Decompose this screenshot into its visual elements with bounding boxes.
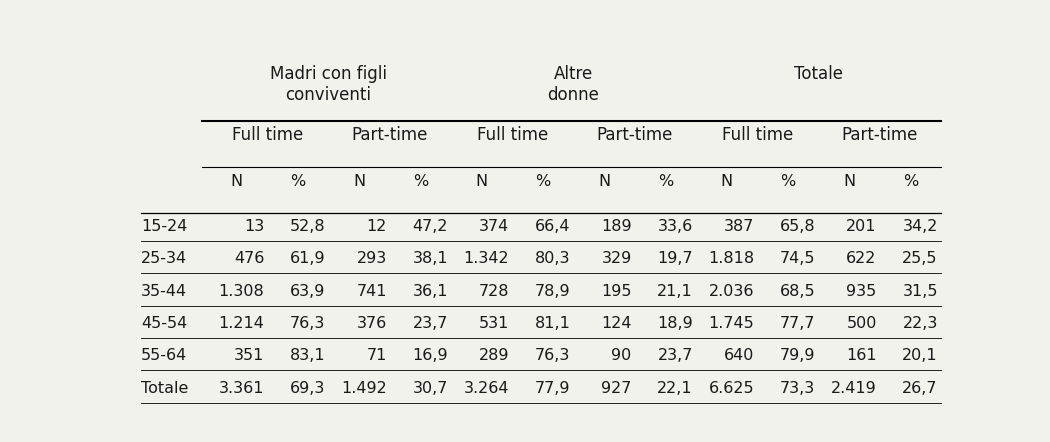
Text: 25,5: 25,5: [902, 251, 938, 267]
Text: 19,7: 19,7: [657, 251, 693, 267]
Text: 1.818: 1.818: [708, 251, 754, 267]
Text: 65,8: 65,8: [780, 219, 816, 234]
Text: 61,9: 61,9: [290, 251, 326, 267]
Text: N: N: [720, 174, 733, 189]
Text: 741: 741: [356, 284, 386, 299]
Text: 90: 90: [611, 348, 632, 363]
Text: 22,1: 22,1: [657, 381, 693, 396]
Text: 293: 293: [357, 251, 386, 267]
Text: 83,1: 83,1: [290, 348, 326, 363]
Text: 124: 124: [602, 316, 632, 331]
Text: 1.308: 1.308: [218, 284, 265, 299]
Text: 329: 329: [602, 251, 632, 267]
Text: N: N: [476, 174, 488, 189]
Text: 18,9: 18,9: [657, 316, 693, 331]
Text: 76,3: 76,3: [536, 348, 570, 363]
Text: Madri con figli
conviventi: Madri con figli conviventi: [270, 65, 387, 104]
Text: 640: 640: [723, 348, 754, 363]
Text: Part-time: Part-time: [841, 126, 918, 144]
Text: 1.492: 1.492: [341, 381, 386, 396]
Text: N: N: [843, 174, 855, 189]
Text: 77,9: 77,9: [534, 381, 570, 396]
Text: 66,4: 66,4: [534, 219, 570, 234]
Text: 26,7: 26,7: [902, 381, 938, 396]
Text: 12: 12: [366, 219, 386, 234]
Text: 927: 927: [602, 381, 632, 396]
Text: 1.342: 1.342: [464, 251, 509, 267]
Text: 189: 189: [601, 219, 632, 234]
Text: 289: 289: [479, 348, 509, 363]
Text: %: %: [780, 174, 796, 189]
Text: Full time: Full time: [477, 126, 548, 144]
Text: %: %: [291, 174, 306, 189]
Text: 55-64: 55-64: [141, 348, 187, 363]
Text: Totale: Totale: [141, 381, 188, 396]
Text: 16,9: 16,9: [413, 348, 448, 363]
Text: 23,7: 23,7: [413, 316, 448, 331]
Text: 45-54: 45-54: [141, 316, 187, 331]
Text: 531: 531: [479, 316, 509, 331]
Text: 201: 201: [846, 219, 877, 234]
Text: 2.419: 2.419: [831, 381, 877, 396]
Text: 622: 622: [846, 251, 877, 267]
Text: 34,2: 34,2: [903, 219, 938, 234]
Text: 935: 935: [846, 284, 877, 299]
Text: 35-44: 35-44: [141, 284, 187, 299]
Text: 1.745: 1.745: [709, 316, 754, 331]
Text: 376: 376: [357, 316, 386, 331]
Text: 80,3: 80,3: [534, 251, 570, 267]
Text: 30,7: 30,7: [413, 381, 448, 396]
Text: 20,1: 20,1: [902, 348, 938, 363]
Text: %: %: [903, 174, 918, 189]
Text: 2.036: 2.036: [709, 284, 754, 299]
Text: 73,3: 73,3: [780, 381, 816, 396]
Text: %: %: [413, 174, 428, 189]
Text: N: N: [353, 174, 365, 189]
Text: 22,3: 22,3: [903, 316, 938, 331]
Text: 351: 351: [234, 348, 265, 363]
Text: 21,1: 21,1: [657, 284, 693, 299]
Text: 63,9: 63,9: [290, 284, 326, 299]
Text: 31,5: 31,5: [902, 284, 938, 299]
Text: 387: 387: [723, 219, 754, 234]
Text: 36,1: 36,1: [413, 284, 448, 299]
Text: 25-34: 25-34: [141, 251, 187, 267]
Text: Totale: Totale: [794, 65, 843, 83]
Text: 38,1: 38,1: [413, 251, 448, 267]
Text: 77,7: 77,7: [780, 316, 816, 331]
Text: %: %: [536, 174, 550, 189]
Text: 47,2: 47,2: [413, 219, 448, 234]
Text: Full time: Full time: [232, 126, 303, 144]
Text: Part-time: Part-time: [352, 126, 428, 144]
Text: 500: 500: [846, 316, 877, 331]
Text: N: N: [231, 174, 243, 189]
Text: 76,3: 76,3: [290, 316, 326, 331]
Text: 74,5: 74,5: [780, 251, 816, 267]
Text: 728: 728: [479, 284, 509, 299]
Text: 3.361: 3.361: [218, 381, 265, 396]
Text: %: %: [657, 174, 673, 189]
Text: 161: 161: [846, 348, 877, 363]
Text: 23,7: 23,7: [657, 348, 693, 363]
Text: 3.264: 3.264: [464, 381, 509, 396]
Text: 1.214: 1.214: [218, 316, 265, 331]
Text: 195: 195: [602, 284, 632, 299]
Text: 79,9: 79,9: [780, 348, 816, 363]
Text: 52,8: 52,8: [290, 219, 326, 234]
Text: 78,9: 78,9: [534, 284, 570, 299]
Text: 68,5: 68,5: [780, 284, 816, 299]
Text: 476: 476: [234, 251, 265, 267]
Text: 81,1: 81,1: [534, 316, 570, 331]
Text: Full time: Full time: [721, 126, 793, 144]
Text: 6.625: 6.625: [709, 381, 754, 396]
Text: 374: 374: [479, 219, 509, 234]
Text: 71: 71: [366, 348, 386, 363]
Text: 13: 13: [244, 219, 265, 234]
Text: 33,6: 33,6: [657, 219, 693, 234]
Text: N: N: [598, 174, 610, 189]
Text: Altre
donne: Altre donne: [548, 65, 600, 104]
Text: 15-24: 15-24: [141, 219, 187, 234]
Text: 69,3: 69,3: [290, 381, 326, 396]
Text: Part-time: Part-time: [596, 126, 673, 144]
